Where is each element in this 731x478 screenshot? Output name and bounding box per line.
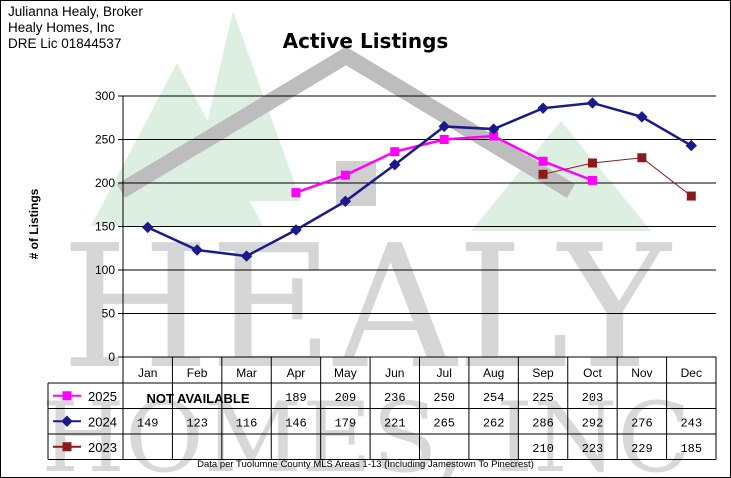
y-axis-label: # of Listings: [27, 188, 41, 260]
table-cell-value: 116: [236, 416, 258, 430]
x-tick-label: Jul: [437, 366, 452, 380]
table-cell-value: 225: [532, 391, 554, 405]
data-point-2025: [340, 170, 350, 180]
x-tick-label: Sep: [532, 366, 554, 380]
x-tick-label: May: [334, 366, 357, 380]
x-tick-label: Mar: [236, 366, 257, 380]
y-tick-label: 150: [95, 220, 115, 234]
data-source-note: Data per Tuolumne County MLS Areas 1-13 …: [197, 459, 534, 470]
watermark-text: HOMES, INC: [41, 382, 691, 477]
data-point-2025: [390, 147, 400, 157]
table-cell-value: 236: [384, 391, 406, 405]
x-tick-label: Nov: [631, 366, 652, 380]
legend-label: 2024: [88, 414, 117, 429]
x-tick-label: Oct: [583, 366, 602, 380]
y-tick-label: 100: [95, 263, 115, 277]
table-cell-value: 185: [680, 442, 702, 456]
data-point-2023: [587, 158, 597, 168]
table-cell-value: 243: [680, 416, 702, 430]
table-cell-value: 221: [384, 416, 406, 430]
data-point-2024: [636, 111, 648, 123]
company-name: Healy Homes, Inc: [8, 20, 115, 35]
x-tick-label: Jun: [385, 366, 404, 380]
x-tick-label: Dec: [681, 366, 702, 380]
data-point-2025: [587, 175, 597, 185]
data-point-2025: [291, 188, 301, 198]
table-cell-value: 229: [631, 442, 653, 456]
y-tick-label: 300: [95, 89, 115, 103]
table-cell-value: 179: [335, 416, 357, 430]
license-number: DRE Lic 01844537: [8, 36, 122, 51]
data-point-2024: [240, 250, 253, 262]
table-cell-value: 149: [137, 416, 159, 430]
data-point-2024: [389, 159, 401, 171]
table-cell-value: 146: [285, 416, 307, 430]
table-cell-value: 189: [285, 391, 307, 405]
table-cell-value: 292: [582, 416, 604, 430]
watermark-roof: [116, 46, 576, 198]
data-point-2025: [489, 131, 499, 141]
table-cell-value: 286: [532, 416, 554, 430]
legend-marker-2024: [61, 415, 73, 427]
table-cell-value: 209: [335, 391, 357, 405]
table-cell-value: 262: [483, 416, 505, 430]
table-cell-value: 223: [582, 442, 604, 456]
x-tick-label: Jan: [138, 366, 157, 380]
y-tick-label: 50: [102, 307, 116, 321]
series-line-2024: [147, 101, 692, 258]
legend-label: 2025: [88, 389, 117, 404]
data-point-2025: [538, 156, 548, 166]
legend-marker-2023: [62, 442, 72, 452]
series-line-2023: [542, 157, 692, 197]
table-cell-value: 203: [582, 391, 604, 405]
legend-label: 2023: [88, 440, 117, 455]
data-point-2025: [439, 135, 449, 144]
table-cell-value: 276: [631, 416, 653, 430]
data-point-2024: [339, 195, 352, 207]
data-point-2024: [685, 139, 697, 152]
data-point-2024: [290, 224, 302, 236]
data-point-2023: [637, 153, 647, 163]
data-point-2023: [538, 169, 548, 179]
data-point-2023: [686, 191, 696, 201]
y-tick-label: 200: [95, 176, 115, 190]
y-tick-label: 0: [108, 350, 115, 364]
watermark-text: HEALY: [61, 209, 672, 407]
data-point-2024: [438, 120, 450, 133]
x-tick-label: Aug: [483, 366, 504, 380]
table-cell-value: 210: [532, 442, 554, 456]
x-tick-label: Feb: [187, 366, 208, 380]
data-point-2024: [586, 97, 599, 109]
data-point-2024: [537, 102, 549, 114]
data-point-2024: [487, 123, 500, 135]
x-tick-label: Apr: [287, 366, 306, 380]
legend-marker-2025: [62, 391, 72, 401]
broker-name: Julianna Healy, Broker: [8, 4, 143, 19]
data-point-2024: [191, 244, 203, 256]
table-cell-value: 250: [433, 391, 455, 405]
table-cell-value: 265: [433, 416, 455, 430]
table-cell-value: 254: [483, 391, 505, 405]
not-available-label: NOT AVAILABLE: [146, 391, 249, 406]
chart-title: Active Listings: [282, 29, 449, 53]
data-point-2024: [142, 221, 154, 234]
table-cell-value: 123: [186, 416, 208, 430]
y-tick-label: 250: [95, 133, 115, 147]
watermark-tree: [189, 11, 301, 201]
